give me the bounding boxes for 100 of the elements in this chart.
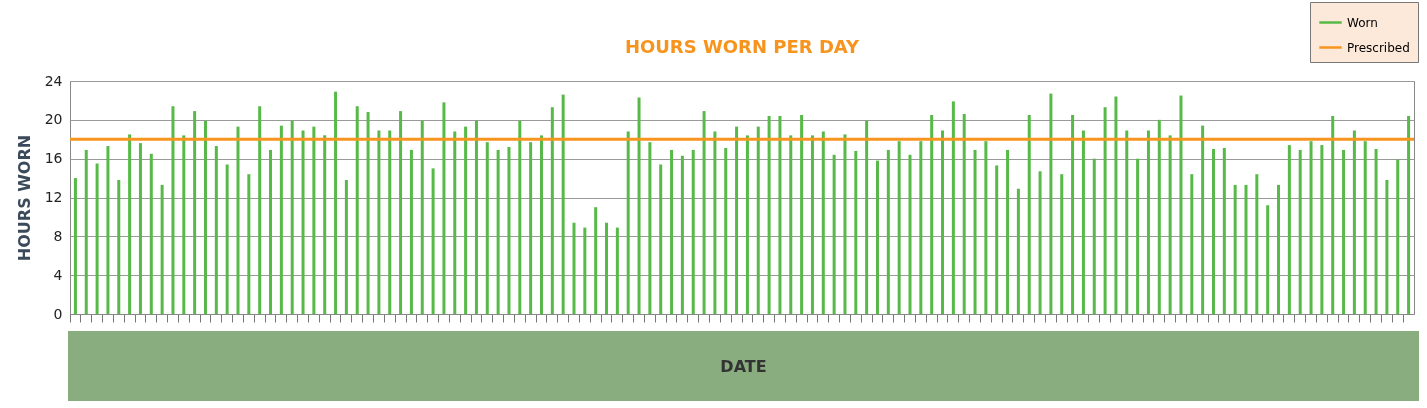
bar xyxy=(1006,149,1010,314)
bar xyxy=(908,154,912,314)
bar xyxy=(149,153,153,314)
bar xyxy=(496,149,500,314)
bar xyxy=(984,141,988,314)
bar xyxy=(420,120,424,314)
y-tick-label: 20 xyxy=(44,111,63,128)
bar xyxy=(778,115,782,314)
bar xyxy=(214,146,218,314)
bar xyxy=(225,164,229,314)
bar xyxy=(84,149,88,314)
bar xyxy=(962,114,966,314)
bar xyxy=(843,134,847,314)
bar xyxy=(203,120,207,314)
bar xyxy=(821,131,825,314)
bar xyxy=(1114,96,1118,314)
bar xyxy=(453,131,457,314)
bar xyxy=(344,180,348,314)
bar xyxy=(366,112,370,314)
bar xyxy=(1407,115,1411,314)
bar xyxy=(659,164,663,314)
y-tick-label: 16 xyxy=(44,150,63,167)
bar xyxy=(1266,205,1270,314)
bar xyxy=(464,126,468,314)
bar xyxy=(1103,107,1107,314)
bar xyxy=(388,130,392,314)
bar xyxy=(138,143,142,314)
bar xyxy=(919,141,923,314)
bar xyxy=(702,111,706,314)
bar xyxy=(886,149,890,314)
bar xyxy=(1385,180,1389,314)
bar xyxy=(583,227,587,314)
bar xyxy=(875,160,879,314)
legend-label: Prescribed xyxy=(1347,40,1410,55)
y-tick-label: 0 xyxy=(53,305,63,322)
bar xyxy=(626,131,630,314)
bar xyxy=(128,134,132,314)
bar xyxy=(1374,148,1378,314)
y-tick-label: 12 xyxy=(44,189,63,205)
bar xyxy=(1211,148,1215,314)
bar xyxy=(1331,115,1335,314)
bar xyxy=(73,178,77,314)
bar xyxy=(1038,171,1042,314)
bar xyxy=(507,147,511,314)
bar xyxy=(724,147,728,314)
bar xyxy=(106,146,110,314)
bar xyxy=(1157,119,1161,314)
bar xyxy=(485,142,489,314)
bar xyxy=(941,130,945,314)
bar xyxy=(269,149,273,314)
bar xyxy=(474,120,478,314)
bar xyxy=(615,227,619,314)
bar xyxy=(1201,125,1205,314)
bar xyxy=(1233,184,1237,314)
bar xyxy=(1342,149,1346,314)
bar xyxy=(160,184,164,314)
bar xyxy=(539,135,543,314)
bar xyxy=(236,126,240,314)
y-tick-label: 8 xyxy=(53,227,63,244)
x-axis-title: DATE xyxy=(720,356,767,376)
legend-label: Worn xyxy=(1347,15,1378,30)
bar xyxy=(789,135,793,314)
bar xyxy=(1277,184,1281,314)
bar xyxy=(323,135,327,314)
bar xyxy=(1081,130,1085,314)
bar xyxy=(312,126,316,314)
bar xyxy=(1363,141,1367,314)
bar xyxy=(800,114,804,314)
bar xyxy=(691,149,695,314)
bar xyxy=(605,222,609,314)
bar xyxy=(1146,130,1150,314)
bar xyxy=(171,106,175,314)
bar xyxy=(529,142,533,314)
y-axis-title: HOURS WORN xyxy=(14,134,34,262)
bar xyxy=(1016,188,1020,314)
bar xyxy=(713,131,717,314)
bar xyxy=(355,106,359,314)
bar xyxy=(1222,147,1226,314)
bar xyxy=(334,91,338,314)
bar xyxy=(810,135,814,314)
bar xyxy=(193,111,197,314)
bar xyxy=(1136,158,1140,314)
bar xyxy=(572,222,576,314)
bar xyxy=(95,163,99,314)
chart-title: HOURS WORN PER DAY xyxy=(624,36,860,57)
bar xyxy=(854,150,858,314)
bar xyxy=(1049,93,1053,314)
bar xyxy=(756,126,760,314)
bar xyxy=(1396,159,1400,314)
bar xyxy=(1071,114,1075,314)
bar xyxy=(399,111,403,314)
bar xyxy=(182,135,186,314)
bar xyxy=(1190,174,1194,314)
bar xyxy=(1092,158,1096,314)
bar xyxy=(670,149,674,314)
bar xyxy=(1320,145,1324,314)
bar xyxy=(1179,95,1183,314)
bar xyxy=(561,94,565,314)
bar xyxy=(1309,141,1313,314)
bar xyxy=(865,120,869,314)
